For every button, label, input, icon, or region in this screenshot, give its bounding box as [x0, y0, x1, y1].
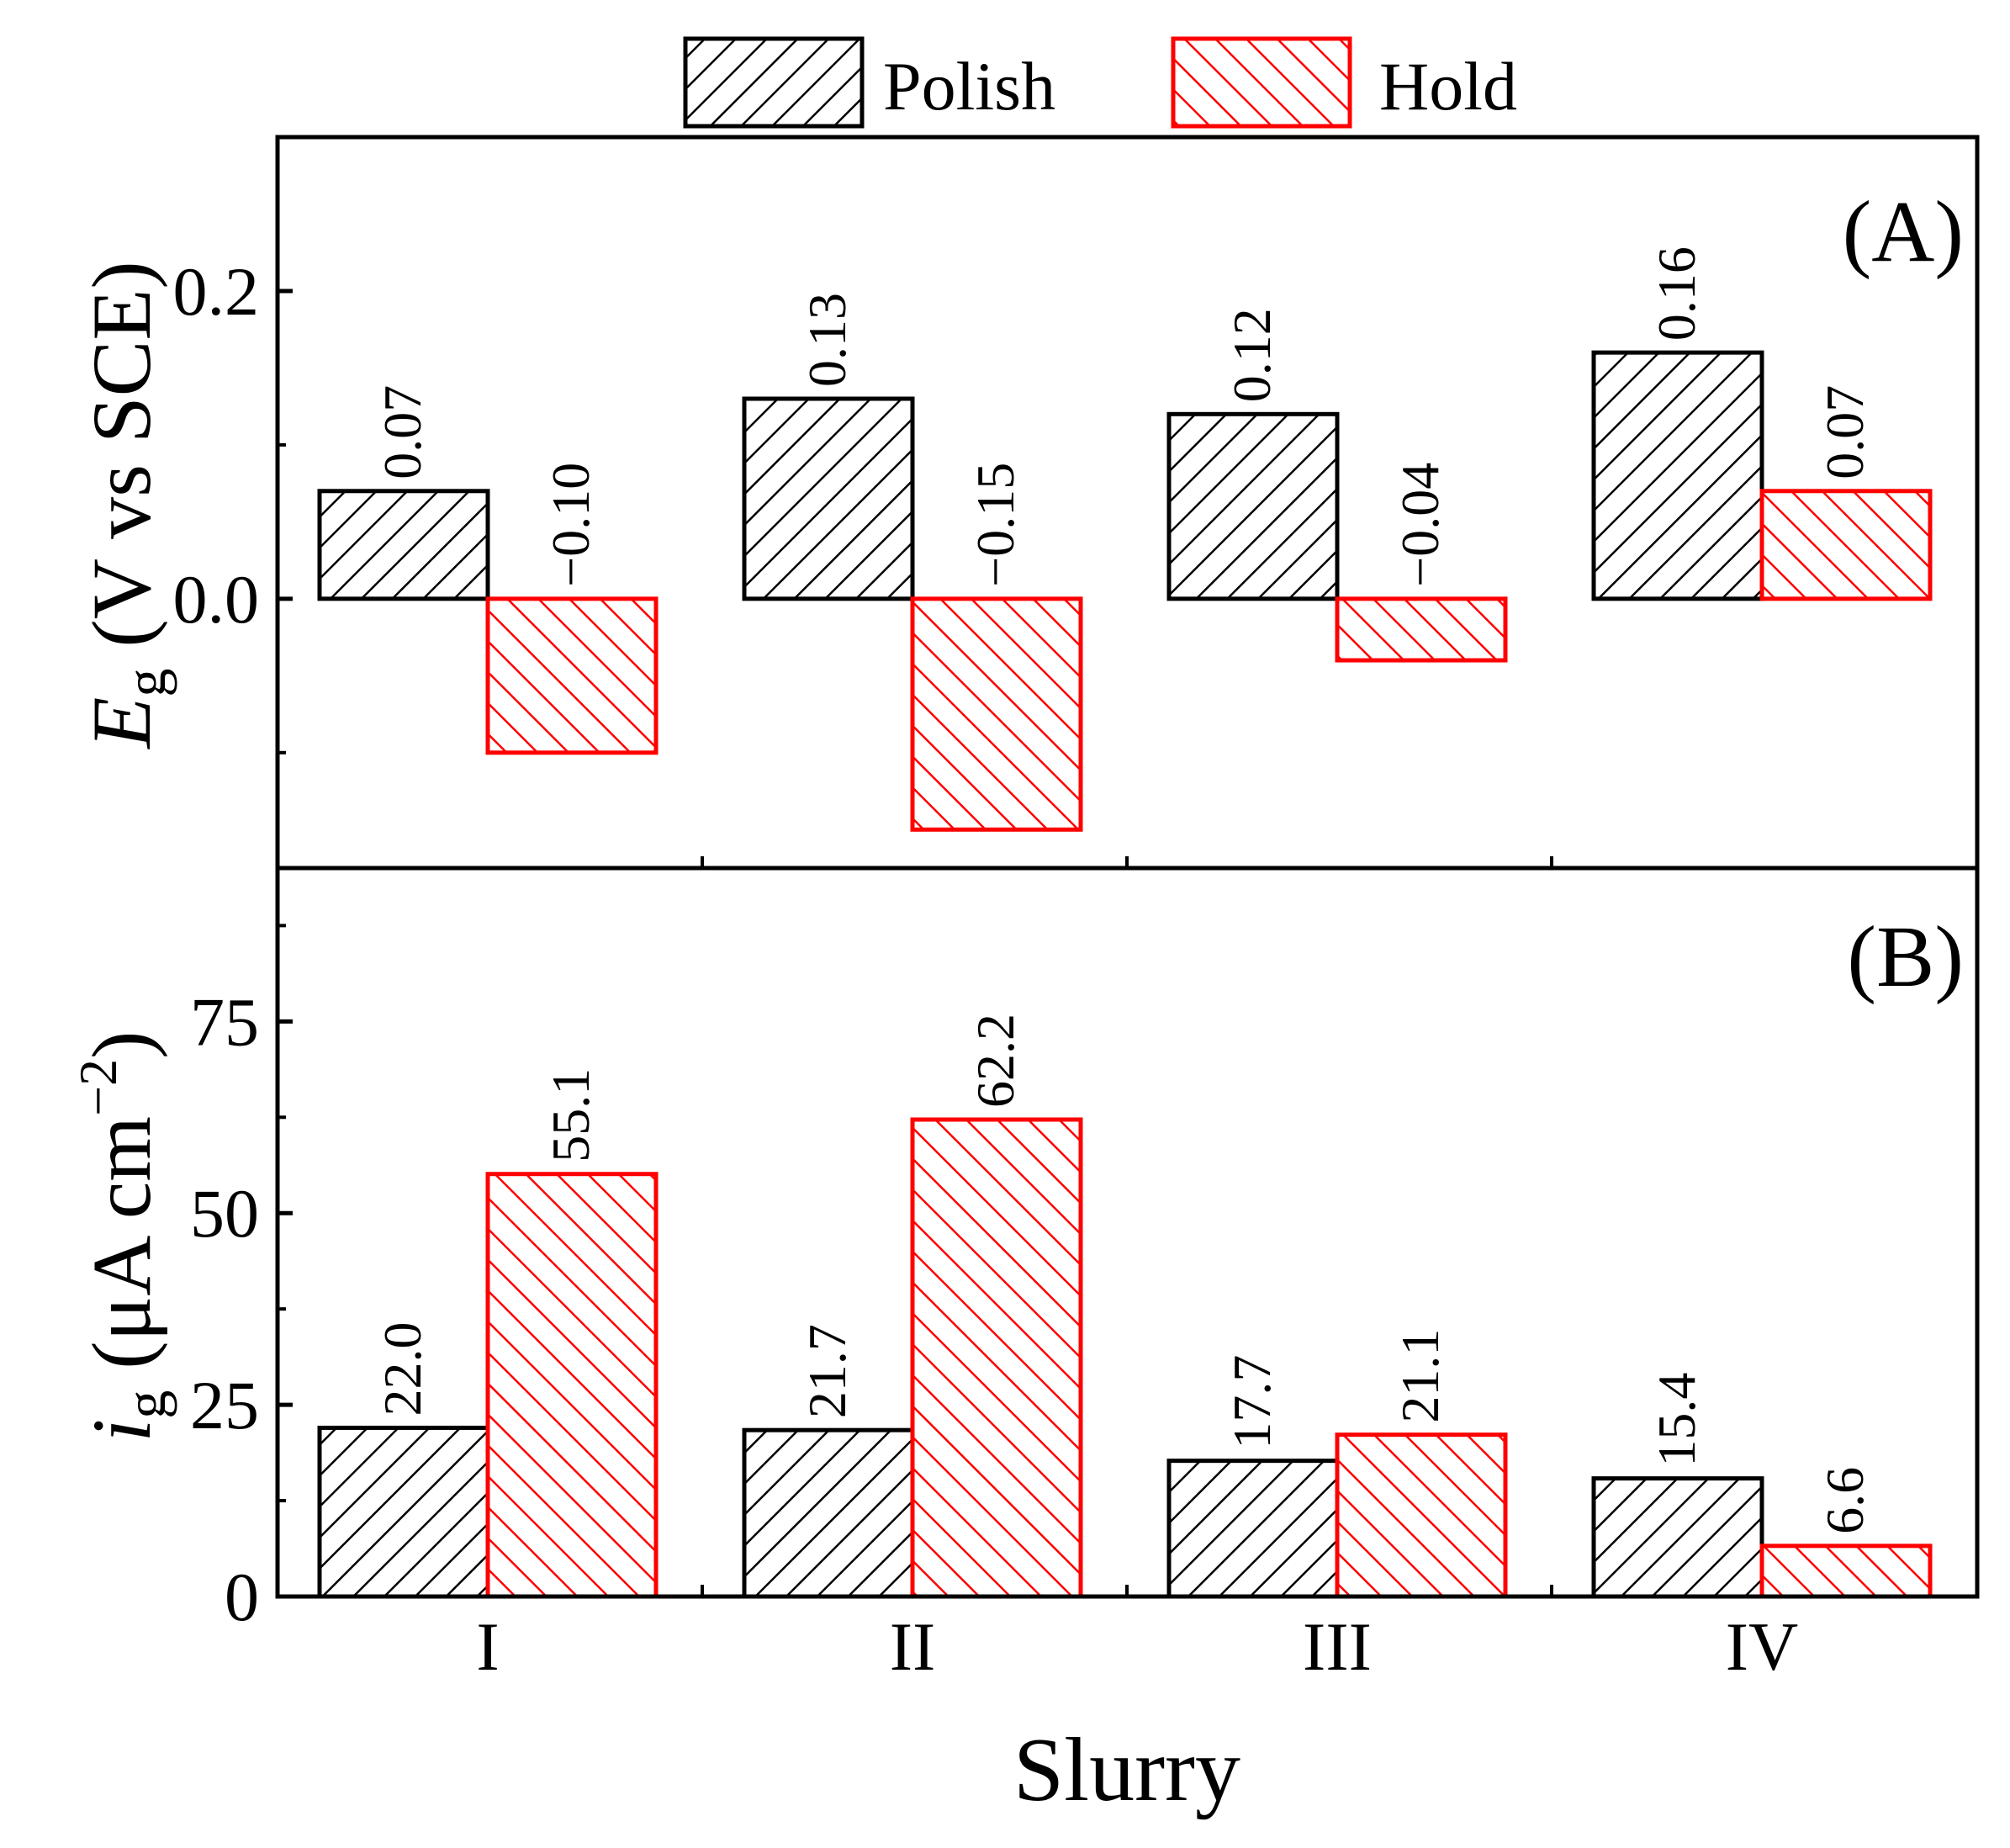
bar-hold-iii — [1335, 1432, 1508, 1599]
panel-a-tag: (A) — [1843, 183, 1964, 280]
bar-label-hold-iii: −0.04 — [1390, 463, 1450, 587]
panel-a: 0.070.13 0.120.16−0.10 −0.15 −0.040.07 0.00… — [75, 135, 1980, 871]
bar-label-polish-iv: 0.16 — [1647, 246, 1706, 341]
x-axis-title: Slurry — [1013, 1720, 1240, 1820]
bar-polish-iii — [1166, 1459, 1340, 1599]
bar-label-hold-i: 55.1 — [541, 1068, 600, 1162]
panel-b-tag: (B) — [1847, 908, 1964, 1005]
panel-a-y-axis-title: Eg (V vs SCE) — [75, 261, 177, 749]
x-category-label-ii: II — [890, 1608, 936, 1685]
bar-label-polish-iv: 15.4 — [1647, 1373, 1706, 1467]
panel-b-y-ticks: 0 25 50 75 — [190, 924, 293, 1635]
x-category-label-iii: III — [1303, 1608, 1372, 1685]
legend-swatch-polish — [683, 36, 865, 129]
bar-label-hold-ii: 62.2 — [965, 1014, 1025, 1108]
bar-polish-iii — [1166, 411, 1340, 601]
x-category-labels: I II III IV — [476, 1608, 1798, 1685]
bar-polish-iv — [1591, 350, 1764, 601]
bar-polish-i — [317, 489, 490, 601]
panel-b-y-axis-title: ig (μA cm−2) — [68, 1031, 177, 1443]
panel-a-bars — [317, 350, 1933, 832]
bar-hold-i — [485, 596, 659, 755]
bar-label-hold-iv: 0.07 — [1815, 385, 1875, 479]
panel-b-x-ticks — [701, 1585, 1553, 1596]
bar-label-hold-i: −0.10 — [541, 463, 600, 587]
bar-hold-i — [485, 1172, 659, 1599]
y-tick-label: 0 — [225, 1559, 259, 1635]
bar-hold-ii — [910, 1117, 1083, 1599]
legend-label-polish: Polish — [883, 48, 1055, 124]
legend-swatch-hold — [1171, 36, 1352, 129]
y-tick-label: 0.2 — [173, 253, 260, 330]
bar-hold-ii — [910, 596, 1083, 832]
x-category-label-i: I — [476, 1608, 499, 1685]
x-category-label-iv: IV — [1726, 1608, 1799, 1685]
bar-polish-iv — [1591, 1476, 1764, 1599]
bar-hold-iv — [1759, 1544, 1933, 1599]
bar-hold-iv — [1759, 489, 1933, 601]
panel-b: 22.0 21.7 17.7 15.455.162.221.16.6 0255075 … — [68, 866, 1980, 1635]
legend-label-hold: Hold — [1379, 48, 1517, 124]
bar-label-hold-iii: 21.1 — [1390, 1329, 1450, 1423]
bar-polish-ii — [742, 1427, 915, 1599]
bar-polish-ii — [742, 396, 915, 601]
panel-b-bar-labels: 22.0 21.7 17.7 15.4 55.1 62.2 21.1 6.6 — [373, 1014, 1875, 1534]
y-tick-label: 25 — [190, 1367, 259, 1443]
bar-polish-i — [317, 1425, 490, 1599]
bar-label-polish-ii: 0.13 — [797, 293, 857, 387]
bar-label-polish-i: 0.07 — [373, 385, 432, 479]
bar-label-hold-ii: −0.15 — [965, 463, 1025, 587]
legend: Polish Hold — [683, 36, 1517, 129]
bar-label-polish-i: 22.0 — [373, 1321, 432, 1416]
y-tick-label: 0.0 — [173, 561, 260, 638]
panel-b-bars — [317, 1117, 1933, 1599]
bar-hold-iii — [1335, 596, 1508, 663]
panel-a-y-ticks: 0.0 0.2 — [173, 253, 293, 755]
bar-label-polish-ii: 21.7 — [797, 1324, 857, 1418]
bar-label-polish-iii: 0.12 — [1222, 308, 1282, 402]
panel-a-bar-labels: 0.07 0.13 0.12 0.16 −0.10 −0.15 −0.04 0.07 — [373, 246, 1875, 587]
y-tick-label: 50 — [190, 1175, 259, 1252]
bar-label-hold-iv: 6.6 — [1815, 1467, 1875, 1534]
bar-label-polish-iii: 17.7 — [1222, 1355, 1282, 1449]
y-tick-label: 75 — [190, 983, 259, 1060]
